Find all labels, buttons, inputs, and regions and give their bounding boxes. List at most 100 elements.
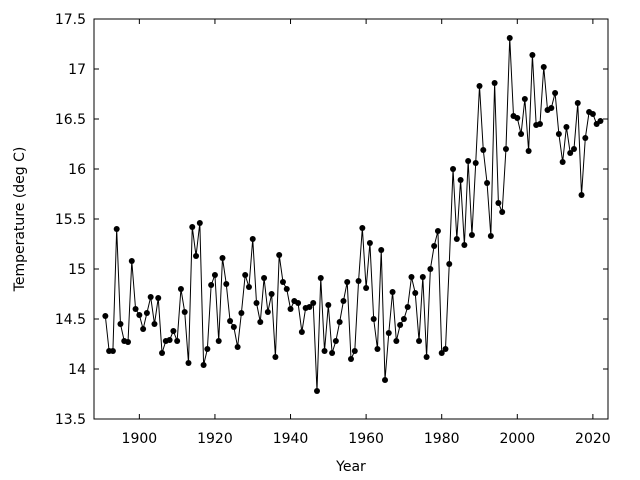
data-point [310, 300, 317, 306]
data-point [329, 350, 336, 356]
data-point [325, 302, 332, 308]
data-point [370, 316, 377, 322]
data-point [174, 338, 181, 344]
data-point [181, 309, 188, 315]
x-tick-label: 2020 [575, 431, 611, 447]
data-point [559, 159, 566, 165]
data-point [147, 294, 154, 300]
data-point [393, 338, 400, 344]
data-point [434, 228, 441, 234]
data-point [484, 180, 491, 186]
data-point [487, 233, 494, 239]
data-point [461, 242, 468, 248]
data-point [389, 289, 396, 295]
data-point [351, 348, 358, 354]
data-point [196, 220, 203, 226]
data-point [109, 348, 116, 354]
data-point [597, 118, 604, 124]
data-point [374, 346, 381, 352]
data-point [336, 319, 343, 325]
data-point [279, 279, 286, 285]
data-point [223, 281, 230, 287]
y-tick-label: 15.5 [55, 212, 86, 228]
data-point [502, 146, 509, 152]
data-point [249, 236, 256, 242]
data-point [438, 350, 445, 356]
data-point [555, 131, 562, 137]
data-point [268, 291, 275, 297]
data-point [166, 337, 173, 343]
data-point [287, 306, 294, 312]
data-point [117, 321, 124, 327]
data-point [136, 312, 143, 318]
data-point [193, 253, 200, 259]
data-point [208, 282, 215, 288]
data-point [261, 275, 268, 281]
data-point [140, 326, 147, 332]
data-point [574, 100, 581, 106]
plot-series [102, 35, 604, 394]
data-point [253, 300, 260, 306]
data-point [200, 362, 207, 368]
data-point [332, 338, 339, 344]
data-point [518, 131, 525, 137]
y-tick-label: 14 [68, 362, 86, 378]
x-tick-label: 1900 [122, 431, 158, 447]
data-point [344, 279, 351, 285]
data-point [359, 225, 366, 231]
data-point [317, 275, 324, 281]
data-point [143, 310, 150, 316]
data-point [340, 298, 347, 304]
data-point [416, 338, 423, 344]
data-point [189, 224, 196, 230]
y-tick-label: 15 [68, 262, 86, 278]
data-point [355, 278, 362, 284]
data-point [480, 147, 487, 153]
data-point [408, 274, 415, 280]
data-point [514, 115, 521, 121]
data-point [450, 166, 457, 172]
data-point [159, 350, 166, 356]
data-point [589, 111, 596, 117]
x-tick-label: 1960 [348, 431, 384, 447]
data-point [491, 80, 498, 86]
data-point [378, 247, 385, 253]
x-tick-label: 1980 [424, 431, 460, 447]
x-axis-label: Year [335, 459, 366, 475]
data-point [457, 177, 464, 183]
data-point [582, 135, 589, 141]
x-axis: 1900 1920 1940 1960 1980 2000 2020 [122, 19, 611, 447]
x-tick-label: 2000 [499, 431, 535, 447]
data-point [151, 321, 158, 327]
x-tick-label: 1940 [273, 431, 309, 447]
data-point [185, 360, 192, 366]
data-point [204, 346, 211, 352]
data-point [264, 309, 271, 315]
y-tick-label: 16.5 [55, 112, 86, 128]
data-point [529, 52, 536, 58]
data-point [525, 148, 532, 154]
data-point [132, 306, 139, 312]
data-point [476, 83, 483, 89]
data-point [400, 316, 407, 322]
data-point [211, 272, 218, 278]
y-tick-label: 17.5 [55, 12, 86, 28]
data-point [563, 124, 570, 130]
data-point [578, 192, 585, 198]
data-point [382, 377, 389, 383]
data-point [113, 226, 120, 232]
data-point [540, 64, 547, 70]
data-point [215, 338, 222, 344]
data-point [238, 310, 245, 316]
data-point [245, 284, 252, 290]
y-axis: 13.5 14 14.5 15 15.5 16 16.5 17 17.5 [55, 12, 608, 428]
data-point [499, 209, 506, 215]
data-point [366, 240, 373, 246]
data-point [257, 319, 264, 325]
data-point [567, 150, 574, 156]
data-point [570, 146, 577, 152]
y-tick-label: 13.5 [55, 412, 86, 428]
data-point [552, 90, 559, 96]
data-point [227, 318, 234, 324]
